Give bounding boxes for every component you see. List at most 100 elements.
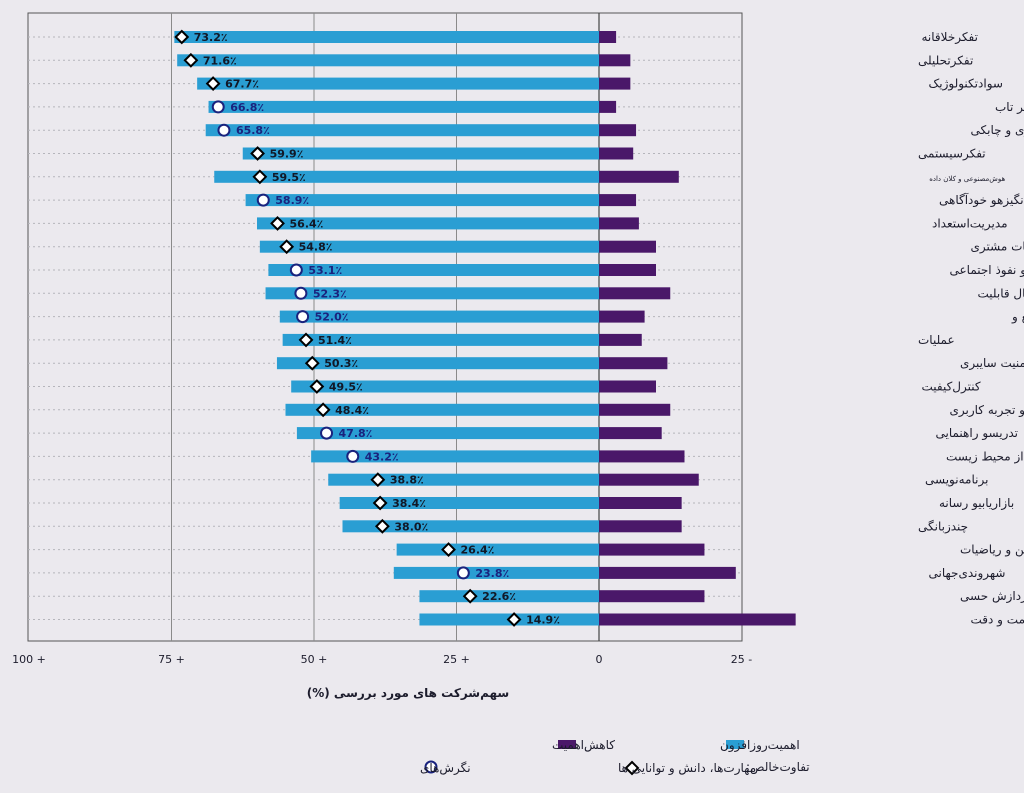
bar-increasing bbox=[177, 54, 599, 67]
bar-decreasing bbox=[599, 613, 796, 626]
category-label: تدریسو راهنمایی bbox=[936, 426, 1019, 441]
category-label: حفاظت‌از محیط زیست bbox=[946, 449, 1024, 464]
category-label: آوری،انعطاف پذیری و چابکی bbox=[971, 122, 1024, 138]
bar-increasing bbox=[259, 240, 599, 253]
legend-swatch-decreasing bbox=[558, 740, 576, 749]
legend-swatch-increasing bbox=[726, 740, 744, 749]
x-axis-ticks: 100 + 75 + 50 + 25 + 0 25 - bbox=[12, 653, 752, 666]
net-marker-circle bbox=[217, 123, 231, 137]
bar-increasing bbox=[245, 194, 599, 207]
net-value-label: 48.4٪ bbox=[335, 404, 369, 417]
bar-increasing bbox=[311, 450, 599, 463]
bar-decreasing bbox=[599, 543, 705, 556]
bar-decreasing bbox=[599, 170, 679, 183]
bar-decreasing bbox=[599, 194, 637, 207]
net-value-label: 59.9٪ bbox=[270, 148, 304, 161]
x-tick-label: 75 + bbox=[158, 653, 185, 666]
plot-frame bbox=[27, 12, 743, 642]
category-label: شهروندی‌جهانی bbox=[929, 566, 1006, 581]
category-label: انگیزهو خودآگاهی bbox=[939, 192, 1024, 208]
net-marker-diamond bbox=[279, 239, 295, 255]
net-value-label: 65.8٪ bbox=[236, 124, 270, 137]
net-marker-diamond bbox=[205, 76, 221, 92]
bar-decreasing bbox=[599, 357, 668, 370]
category-label: بازاریابیو رسانه bbox=[939, 496, 1014, 511]
bar-decreasing bbox=[599, 427, 662, 440]
net-value-label: 71.6٪ bbox=[203, 54, 237, 67]
net-value-label: 51.4٪ bbox=[318, 334, 352, 347]
legend-circle-icon bbox=[424, 760, 438, 774]
plot-area bbox=[27, 12, 743, 642]
net-value-label: 67.7٪ bbox=[225, 78, 259, 91]
net-value-label: 66.8٪ bbox=[230, 101, 264, 114]
bar-decreasing bbox=[599, 31, 617, 43]
category-label: مهارت‌دستی، استقامت و دقت bbox=[971, 613, 1024, 628]
x-tick-label: 25 + bbox=[443, 653, 470, 666]
category-label: طراحیو تجربه کاربری bbox=[950, 403, 1024, 418]
bar-increasing bbox=[174, 31, 599, 43]
category-label: همدلیو گوش دادن فعال قابلیت bbox=[978, 286, 1024, 301]
legend: اهمیت‌روزافزون کاهش‌اهمیت تفاوت‌خالص: مه… bbox=[420, 738, 810, 776]
bar-increasing bbox=[342, 520, 599, 533]
net-marker-circle bbox=[456, 566, 470, 580]
bar-increasing bbox=[396, 543, 599, 556]
bar-decreasing bbox=[599, 497, 682, 509]
bar-increasing bbox=[285, 403, 599, 416]
bars-group bbox=[174, 31, 796, 626]
category-label: برنامه‌نویسی bbox=[925, 473, 988, 488]
net-value-label: 14.9٪ bbox=[526, 614, 560, 627]
bar-increasing bbox=[393, 566, 599, 579]
bar-decreasing bbox=[599, 217, 639, 230]
bar-decreasing bbox=[599, 310, 645, 323]
category-label: تفکرخلاقانه bbox=[922, 30, 978, 45]
net-marker-diamond bbox=[252, 169, 268, 185]
net-value-label: 23.8٪ bbox=[475, 567, 509, 580]
net-value-label: 43.2٪ bbox=[365, 450, 399, 463]
category-label: شبکه‌ها و امنیت سایبری bbox=[960, 356, 1024, 371]
bar-decreasing bbox=[599, 77, 631, 90]
category-label: چندزبانگی bbox=[918, 519, 968, 534]
net-marker-diamond bbox=[372, 495, 388, 511]
net-marker-circle bbox=[346, 449, 360, 463]
bar-increasing bbox=[296, 427, 599, 440]
category-label: کنجکاویو یادگیری مادام العمر تاب bbox=[995, 100, 1024, 115]
net-value-label: 73.2٪ bbox=[194, 31, 228, 44]
bar-decreasing bbox=[599, 473, 699, 486]
net-marker-diamond bbox=[174, 29, 190, 45]
net-value-label: 49.5٪ bbox=[329, 381, 363, 394]
bar-increasing bbox=[268, 264, 599, 276]
legend-diamond-icon bbox=[624, 760, 640, 776]
net-value-label: 52.0٪ bbox=[315, 311, 349, 324]
net-value-label: 58.9٪ bbox=[275, 194, 309, 207]
bar-increasing bbox=[205, 124, 599, 137]
net-marker-diamond bbox=[309, 379, 325, 394]
net-value-label: 50.3٪ bbox=[324, 357, 358, 370]
bar-decreasing bbox=[599, 100, 617, 113]
net-value-label: 56.4٪ bbox=[290, 217, 324, 230]
bar-increasing bbox=[339, 497, 599, 509]
net-marker-diamond bbox=[250, 146, 265, 161]
net-marker-circle bbox=[211, 100, 225, 114]
net-marker-diamond bbox=[270, 215, 285, 231]
bar-decreasing bbox=[599, 147, 634, 160]
net-marker-diamond bbox=[506, 612, 522, 627]
bar-decreasing bbox=[599, 124, 637, 137]
bar-decreasing bbox=[599, 333, 642, 346]
bar-increasing bbox=[208, 100, 600, 113]
bar-increasing bbox=[279, 310, 599, 323]
category-label: تفکرتحلیلی bbox=[918, 53, 973, 68]
bar-increasing bbox=[214, 170, 599, 183]
legend-label-decreasing: کاهش‌اهمیت bbox=[552, 738, 615, 753]
net-value-label: 22.6٪ bbox=[482, 590, 516, 603]
legend-label-net-difference: تفاوت‌خالص: bbox=[746, 760, 810, 775]
net-value-label: 38.4٪ bbox=[392, 497, 426, 510]
category-label: اطمینانو توجه به جزئیات مدیریت منابع و bbox=[1011, 310, 1024, 325]
net-value-label: 53.1٪ bbox=[308, 264, 342, 277]
bar-decreasing bbox=[599, 264, 656, 276]
bar-decreasing bbox=[599, 403, 671, 416]
category-label: رهبریو نفوذ اجتماعی bbox=[950, 263, 1024, 278]
bar-increasing bbox=[197, 77, 599, 90]
net-marker-circle bbox=[294, 286, 308, 300]
net-value-label: 52.3٪ bbox=[313, 287, 347, 300]
